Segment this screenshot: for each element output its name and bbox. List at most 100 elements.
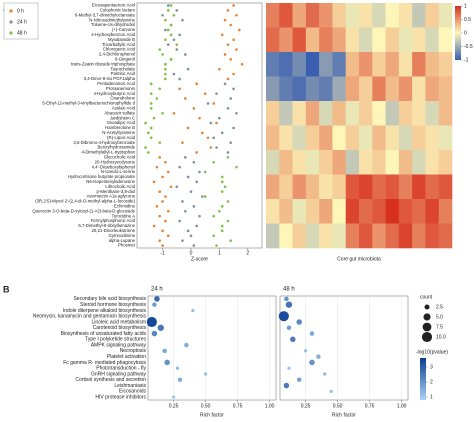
row-label: Tyrocidine A (112, 213, 136, 218)
heatmap-cell (425, 52, 440, 77)
heatmap-cell (345, 27, 360, 53)
heatmap-cell (345, 199, 360, 224)
row-label: Phosmet (118, 243, 136, 248)
dot (192, 205, 196, 208)
dot (186, 175, 190, 179)
heatmap-cell (385, 101, 400, 126)
dot (183, 209, 187, 213)
dot (232, 72, 235, 76)
dot (220, 175, 224, 179)
bubble (329, 389, 333, 393)
heatmap-cell (425, 199, 440, 224)
dot (149, 102, 153, 105)
bubble (151, 330, 158, 337)
row-label: Toluene-cis-dihydrodiol (91, 22, 135, 27)
heatmap-cell (332, 199, 347, 224)
dot (212, 136, 216, 140)
dot (223, 82, 227, 86)
heatmap-cell (438, 52, 453, 77)
dot (166, 209, 170, 213)
dot (220, 190, 224, 193)
dot (186, 229, 190, 233)
x-tick-label: 0.25 (301, 403, 311, 409)
size-legend-label: 10.0 (436, 334, 446, 340)
dot (235, 111, 238, 115)
row-label: Taurocholate (110, 66, 135, 71)
heatmap-cell (425, 101, 440, 126)
dot (164, 28, 167, 32)
row-label: N-Nitrosodimethylamine (89, 17, 135, 22)
row-label: Oxoadipic Acid (107, 120, 136, 125)
row-label: (3R,2'S)-Myxol 2'-(2,4-di-O-methyl-alpha… (35, 199, 135, 204)
heatmap-cell (372, 76, 386, 102)
bubble (157, 324, 164, 331)
colorbar-label: 0 (464, 30, 467, 36)
dot (198, 170, 201, 174)
dot (192, 244, 196, 247)
row-label: Type I polyketide structures (85, 337, 146, 343)
dot (223, 185, 227, 189)
row-label: Benzylhydroxamide (98, 145, 136, 150)
panel-frame (147, 295, 277, 401)
row-label: Biosynthesis of unsaturated fatty acids (61, 331, 147, 337)
heatmap-cell (412, 223, 426, 249)
heatmap-cell (266, 3, 280, 28)
legend-marker (9, 31, 13, 35)
heatmap-cell (359, 174, 373, 200)
heatmap-cell (385, 52, 400, 77)
row-label: Chlorogenic Acid (103, 47, 136, 52)
dot (237, 28, 241, 32)
heatmap-cell (279, 223, 293, 249)
heatmap-cell (279, 27, 293, 53)
dot (198, 116, 201, 120)
heatmap-cell (332, 76, 347, 102)
heatmap-cell (305, 125, 320, 151)
dot (181, 200, 184, 203)
heatmap-cell (332, 174, 347, 200)
dot (169, 23, 173, 27)
dot (195, 82, 198, 86)
heatmap-cell (332, 52, 347, 77)
row-label: Fc gamma R- mediated phagocytosis (63, 360, 146, 366)
heatmap-cell (305, 223, 320, 249)
bubble (296, 319, 302, 325)
panel-title: 24 h (151, 287, 163, 293)
heatmap-cell (412, 3, 426, 28)
dot (215, 244, 218, 247)
heatmap-cell (292, 174, 307, 200)
row-label: 3,4-Dinor-8-iso PGF1alpha (84, 76, 136, 81)
x-tick-label: 1.00 (397, 403, 407, 409)
row-label: Carotenoid biosynthesis (93, 325, 147, 331)
dot (226, 200, 230, 203)
heatmap-cell (412, 76, 426, 102)
dot (206, 136, 210, 140)
dot (158, 190, 162, 193)
heatmap-cell (385, 199, 400, 224)
heatmap-cell (266, 125, 280, 151)
row-label: Colophonic lactam (100, 7, 136, 12)
heatmap-cell (385, 27, 400, 53)
panel-frame (279, 295, 409, 401)
heatmap-cell (372, 150, 386, 175)
heatmap-cell (305, 27, 320, 53)
heatmap-cell (412, 125, 426, 151)
dot (161, 175, 164, 179)
row-label: Palmitic Acid (111, 71, 136, 76)
dot (158, 48, 162, 51)
size-legend-label: 7.5 (436, 324, 443, 330)
row-label: Abacavir sulfate (104, 110, 135, 115)
x-tick-label: 0.50 (201, 403, 211, 409)
row-label: Azelaic Acid (112, 105, 136, 110)
dot (164, 18, 167, 22)
row-label: 4,4'-Dicarboxybiphenyl (92, 164, 135, 169)
heatmap-cell (425, 125, 440, 151)
dot (152, 180, 156, 184)
dot (166, 43, 170, 46)
dot (201, 195, 204, 198)
heatmap-cell (319, 3, 333, 28)
dot (164, 38, 167, 42)
heatmap-cell (292, 125, 307, 151)
dot (192, 160, 196, 164)
bubble (164, 359, 170, 366)
